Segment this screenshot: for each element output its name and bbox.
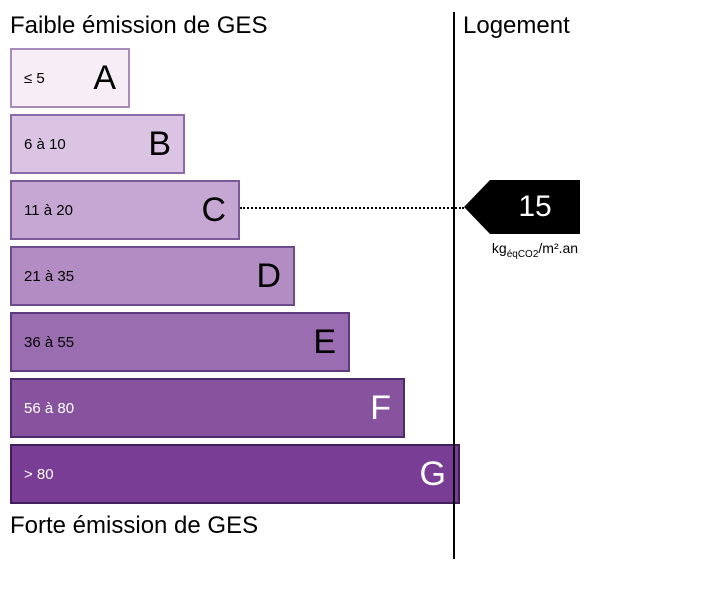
unit-prefix: kg: [492, 240, 507, 256]
unit-suffix: /m².an: [538, 240, 578, 256]
bar-letter: G: [420, 455, 446, 494]
bar-range: ≤ 5: [24, 70, 45, 87]
rating-bar-e: 36 à 55 E: [10, 312, 350, 372]
rating-bar-d: 21 à 35 D: [10, 246, 295, 306]
pointer-unit: kgéqCO2/m².an: [492, 240, 578, 260]
pointer-value: 15: [518, 190, 551, 224]
right-header-logement: Logement: [463, 12, 570, 40]
rating-bar-g: > 80 G: [10, 444, 460, 504]
bar-range: 36 à 55: [24, 334, 74, 351]
bar-letter: E: [313, 323, 336, 362]
bar-letter: B: [148, 125, 171, 164]
bar-range: 56 à 80: [24, 400, 74, 417]
unit-sub: éqCO2: [507, 249, 539, 260]
pointer-badge: 15: [490, 180, 580, 234]
value-pointer: 15 kgéqCO2/m².an: [490, 180, 580, 260]
vertical-divider: [453, 12, 455, 559]
title-low-emission: Faible émission de GES: [10, 12, 702, 40]
bar-letter: A: [93, 59, 116, 98]
title-high-emission: Forte émission de GES: [10, 512, 702, 540]
bar-range: 6 à 10: [24, 136, 66, 153]
bar-letter: F: [370, 389, 391, 428]
rating-bars: ≤ 5 A 6 à 10 B 11 à 20 C 21 à 35 D 36 à 55 E 56 à …: [10, 48, 702, 504]
bar-range: 21 à 35: [24, 268, 74, 285]
bar-letter: C: [201, 191, 226, 230]
rating-bar-f: 56 à 80 F: [10, 378, 405, 438]
bar-range: > 80: [24, 466, 54, 483]
rating-bar-c: 11 à 20 C: [10, 180, 240, 240]
rating-bar-a: ≤ 5 A: [10, 48, 130, 108]
rating-bar-b: 6 à 10 B: [10, 114, 185, 174]
bar-letter: D: [256, 257, 281, 296]
pointer-dotted-line: [240, 207, 464, 209]
bar-range: 11 à 20: [24, 202, 73, 219]
